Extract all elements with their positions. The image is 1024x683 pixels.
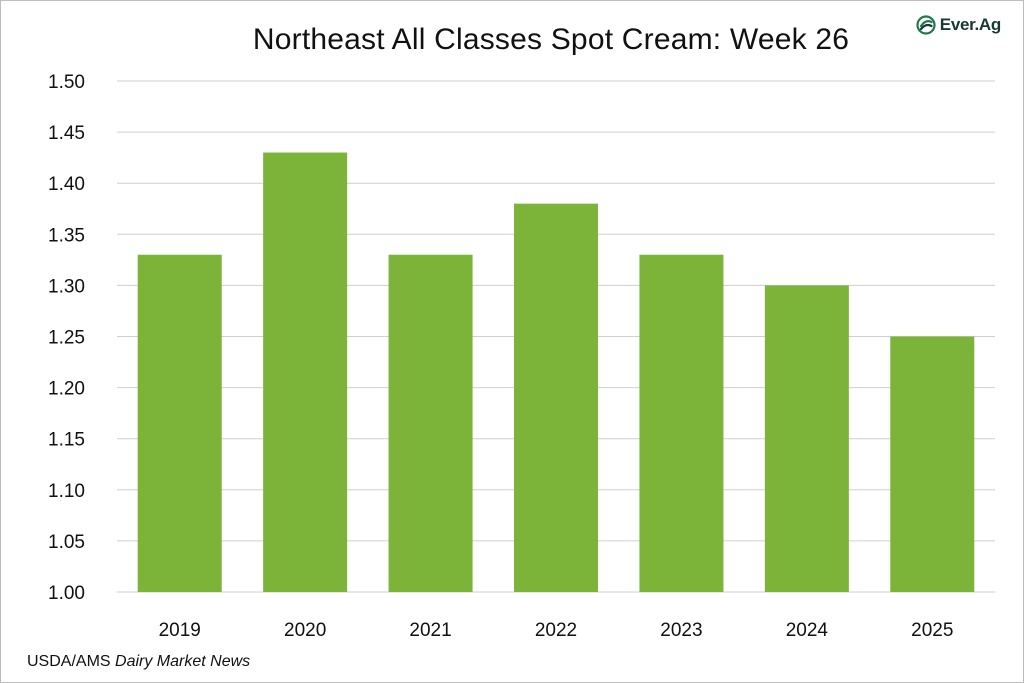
source-note: USDA/AMS Dairy Market News [27,653,250,671]
x-tick-label: 2024 [786,620,829,641]
x-tick-label: 2023 [660,620,702,641]
y-tick-label: 1.35 [48,225,85,246]
x-tick-labels: 2019 2020 2021 2022 2023 2024 2025 [159,620,954,641]
y-tick-label: 1.10 [48,481,85,502]
y-tick-label: 1.50 [48,72,85,93]
x-tick-label: 2021 [409,620,451,641]
bar-2019 [137,254,222,593]
y-tick-label: 1.40 [48,174,85,195]
bar-2020 [263,152,348,593]
y-tick-label: 1.25 [48,328,85,349]
bar-2022 [514,203,598,592]
y-tick-label: 1.30 [48,276,85,297]
ever-ag-logo-icon [916,15,936,35]
y-tick-label: 1.15 [48,430,85,451]
bar-2023 [639,254,724,593]
y-tick-label: 1.00 [48,583,85,604]
bars [137,152,975,593]
chart-title: Northeast All Classes Spot Cream: Week 2… [252,23,850,56]
y-tick-label: 1.45 [48,123,85,144]
source-prefix: USDA/AMS [27,653,116,670]
logo-text: Ever.Ag [939,15,1002,34]
y-tick-label: 1.20 [48,379,85,400]
x-tick-label: 2019 [159,620,201,641]
ever-ag-logo: Ever.Ag [916,15,1001,35]
bar-2025 [890,336,975,592]
x-tick-label: 2025 [911,620,953,641]
x-tick-label: 2020 [284,620,326,641]
y-tick-label: 1.05 [48,532,85,553]
bar-2024 [764,285,849,592]
x-tick-label: 2022 [535,620,577,641]
source-publication: Dairy Market News [115,653,251,670]
y-tick-labels: 1.00 1.05 1.10 1.15 1.20 1.25 1.30 1.35 1.40 1.45… [48,72,85,604]
bar-2021 [388,254,473,593]
